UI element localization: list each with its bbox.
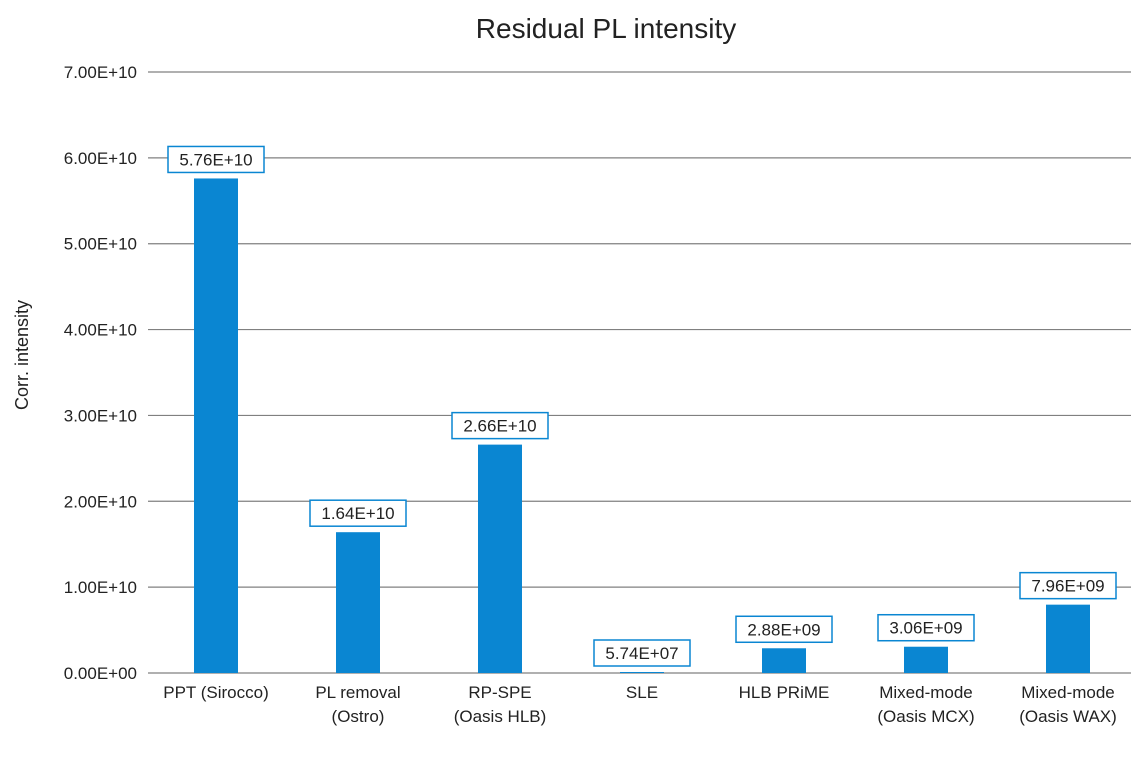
bar bbox=[336, 532, 380, 673]
x-tick-label: RP-SPE (Oasis HLB) bbox=[454, 683, 547, 726]
x-tick-label: PL removal (Ostro) bbox=[315, 683, 400, 726]
data-label-box bbox=[1019, 571, 1117, 600]
data-label: 5.74E+07 bbox=[605, 644, 678, 663]
data-label: 2.88E+09 bbox=[747, 620, 820, 639]
bar bbox=[194, 178, 238, 673]
x-tick-labels: PPT (Sirocco) PL removal (Ostro) RP-SPE (Oas… bbox=[163, 683, 1117, 726]
data-label-box bbox=[735, 615, 833, 644]
bars bbox=[194, 178, 1090, 673]
data-label: 2.66E+10 bbox=[463, 417, 536, 436]
y-tick-label: 7.00E+10 bbox=[64, 63, 137, 82]
y-tick-label: 1.00E+10 bbox=[64, 578, 137, 597]
x-tick-label: Mixed-mode (Oasis MCX) bbox=[877, 683, 974, 726]
data-label-box bbox=[593, 639, 691, 667]
data-label: 1.64E+10 bbox=[321, 504, 394, 523]
data-label: 3.06E+09 bbox=[889, 619, 962, 638]
data-label-box bbox=[167, 145, 265, 174]
bar bbox=[620, 672, 664, 673]
y-tick-labels: 0.00E+00 1.00E+10 2.00E+10 3.00E+10 4.00E+10… bbox=[64, 63, 137, 683]
bar bbox=[904, 646, 948, 673]
y-tick-label: 5.00E+10 bbox=[64, 235, 137, 254]
y-tick-label: 0.00E+00 bbox=[64, 664, 137, 683]
y-tick-label: 3.00E+10 bbox=[64, 406, 137, 425]
bar bbox=[1046, 604, 1090, 673]
bar bbox=[762, 648, 806, 673]
x-tick-label: PPT (Sirocco) bbox=[163, 683, 269, 702]
bar bbox=[478, 444, 522, 673]
chart-title: Residual PL intensity bbox=[476, 13, 736, 44]
y-tick-label: 6.00E+10 bbox=[64, 149, 137, 168]
data-labels: 5.76E+10 1.64E+10 2.66E+10 5.74E+07 2.88E+09… bbox=[167, 145, 1117, 667]
data-label-box bbox=[451, 411, 549, 440]
x-tick-label: HLB PRiME bbox=[739, 683, 830, 702]
y-tick-label: 2.00E+10 bbox=[64, 492, 137, 511]
x-tick-label: Mixed-mode (Oasis WAX) bbox=[1019, 683, 1117, 726]
y-tick-label: 4.00E+10 bbox=[64, 321, 137, 340]
data-label-box bbox=[309, 499, 407, 527]
gridlines bbox=[148, 71, 1131, 674]
data-label-box bbox=[877, 613, 975, 642]
y-axis-label: Corr. intensity bbox=[12, 300, 32, 410]
x-tick-label: SLE bbox=[626, 683, 658, 702]
data-label: 7.96E+09 bbox=[1031, 577, 1104, 596]
data-label: 5.76E+10 bbox=[179, 150, 252, 169]
